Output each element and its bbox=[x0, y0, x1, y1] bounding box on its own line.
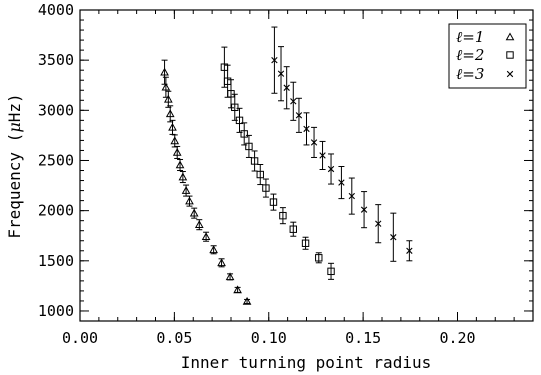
data-point-l3 bbox=[406, 247, 413, 254]
data-point-l3 bbox=[303, 125, 310, 133]
data-point-l1 bbox=[175, 160, 185, 169]
legend-markers bbox=[505, 32, 515, 78]
data-point-l3-stroke-b bbox=[360, 206, 368, 213]
y-tick-label: 2000 bbox=[38, 202, 74, 220]
data-point-l3-stroke-b bbox=[338, 179, 345, 186]
data-point-l1 bbox=[168, 122, 177, 131]
data-point-l2 bbox=[245, 142, 253, 151]
data-point-l3-stroke-b bbox=[277, 70, 285, 77]
data-point-l1 bbox=[189, 208, 199, 217]
data-point-l1 bbox=[163, 94, 173, 103]
data-point-l2 bbox=[240, 130, 248, 138]
legend-label-l1: ℓ=1 bbox=[456, 28, 484, 46]
data-point-l3 bbox=[277, 70, 285, 77]
y-tick-label: 2500 bbox=[38, 151, 74, 169]
data-point-l1 bbox=[209, 245, 218, 254]
x-axis-label: Inner turning point radius bbox=[181, 353, 431, 372]
x-tick-label: 0.15 bbox=[345, 329, 381, 347]
data-point-l3 bbox=[319, 152, 326, 159]
data-point-l3 bbox=[271, 56, 278, 64]
y-tick-label: 4000 bbox=[38, 1, 74, 19]
data-point-l1 bbox=[185, 196, 194, 205]
data-point-l2 bbox=[315, 254, 323, 262]
data-point-l1 bbox=[170, 136, 180, 145]
x-tick-label: 0.10 bbox=[251, 329, 287, 347]
legend-label-l3: ℓ=3 bbox=[456, 65, 484, 83]
data-point-l3-stroke-b bbox=[348, 192, 355, 200]
data-point-l2 bbox=[250, 157, 259, 165]
data-point-l3-stroke-b bbox=[295, 112, 303, 119]
data-point-l1 bbox=[194, 220, 204, 228]
data-point-l2 bbox=[235, 116, 244, 125]
data-point-l1 bbox=[225, 272, 235, 281]
data-point-l3-stroke-b bbox=[319, 152, 326, 159]
data-point-l1 bbox=[161, 82, 171, 91]
x-tick-label: 0.20 bbox=[439, 329, 475, 347]
x-tick-label: 0.05 bbox=[156, 329, 192, 347]
data-point-l3-stroke-b bbox=[375, 220, 382, 227]
data-point-l1 bbox=[172, 147, 182, 156]
series-l1 bbox=[160, 59, 252, 305]
y-axis-label-suffix: Hz) bbox=[5, 93, 24, 122]
data-point-l2 bbox=[301, 239, 310, 247]
legend-marker-l1 bbox=[505, 32, 515, 41]
data-point-l1 bbox=[242, 296, 252, 305]
y-axis-label: Frequency (μHz) bbox=[5, 93, 24, 238]
y-tick-label: 3500 bbox=[38, 51, 74, 69]
data-point-l3 bbox=[295, 112, 303, 119]
data-point-l3 bbox=[338, 179, 345, 186]
series-l2 bbox=[220, 46, 335, 280]
data-point-l3-stroke-b bbox=[283, 84, 290, 91]
data-point-l3-stroke-b bbox=[327, 165, 335, 173]
data-point-l3-stroke-b bbox=[310, 139, 318, 146]
data-point-l2 bbox=[289, 225, 297, 233]
data-point-l3 bbox=[290, 98, 297, 105]
y-axis-label-prefix: Frequency ( bbox=[5, 133, 24, 239]
series-l3 bbox=[271, 26, 413, 262]
data-point-l1 bbox=[178, 172, 188, 181]
y-axis-ticks: 1000 1500 2000 2500 3000 3500 4000 bbox=[38, 1, 533, 320]
data-point-l1 bbox=[217, 258, 226, 267]
data-point-l3 bbox=[327, 165, 335, 173]
data-point-l1 bbox=[181, 186, 191, 194]
legend-box bbox=[448, 23, 527, 89]
data-point-l3 bbox=[360, 206, 368, 213]
data-point-l1 bbox=[233, 285, 242, 294]
data-point-l1 bbox=[160, 67, 169, 76]
data-point-l1 bbox=[165, 109, 175, 118]
data-point-l3-stroke-b bbox=[406, 247, 413, 254]
legend: ℓ=1 ℓ=2 ℓ=3 bbox=[448, 23, 527, 89]
y-tick-label: 3000 bbox=[38, 101, 74, 119]
data-point-l3-stroke-b bbox=[390, 234, 397, 241]
legend-marker-l3 bbox=[506, 70, 514, 78]
data-point-l3-stroke-b bbox=[271, 56, 278, 64]
data-point-l2 bbox=[327, 267, 335, 276]
data-point-l3 bbox=[348, 192, 355, 200]
legend-marker-l2 bbox=[506, 51, 514, 59]
y-tick-label: 1000 bbox=[38, 302, 74, 320]
data-point-l2 bbox=[262, 184, 270, 192]
data-point-l2 bbox=[269, 198, 278, 206]
x-axis-ticks: 0.00 0.05 0.10 0.15 0.20 bbox=[62, 10, 534, 347]
data-point-l3 bbox=[283, 84, 290, 91]
legend-marker-l3-stroke-b bbox=[506, 70, 514, 78]
data-point-l3-stroke-b bbox=[303, 125, 310, 133]
data-point-l1 bbox=[201, 232, 211, 241]
series-layer bbox=[160, 26, 413, 305]
y-tick-label: 1500 bbox=[38, 252, 74, 270]
data-point-l2 bbox=[256, 170, 264, 179]
x-tick-label: 0.00 bbox=[62, 329, 98, 347]
y-axis-label-mu: μ bbox=[5, 122, 24, 132]
data-point-l3-stroke-b bbox=[290, 98, 297, 105]
data-point-l3 bbox=[375, 220, 382, 227]
legend-label-l2: ℓ=2 bbox=[456, 46, 484, 64]
data-point-l2 bbox=[227, 90, 235, 98]
data-point-l3 bbox=[310, 139, 318, 146]
data-point-l2 bbox=[231, 103, 239, 112]
data-point-l2 bbox=[279, 211, 287, 220]
data-point-l3 bbox=[390, 234, 397, 241]
